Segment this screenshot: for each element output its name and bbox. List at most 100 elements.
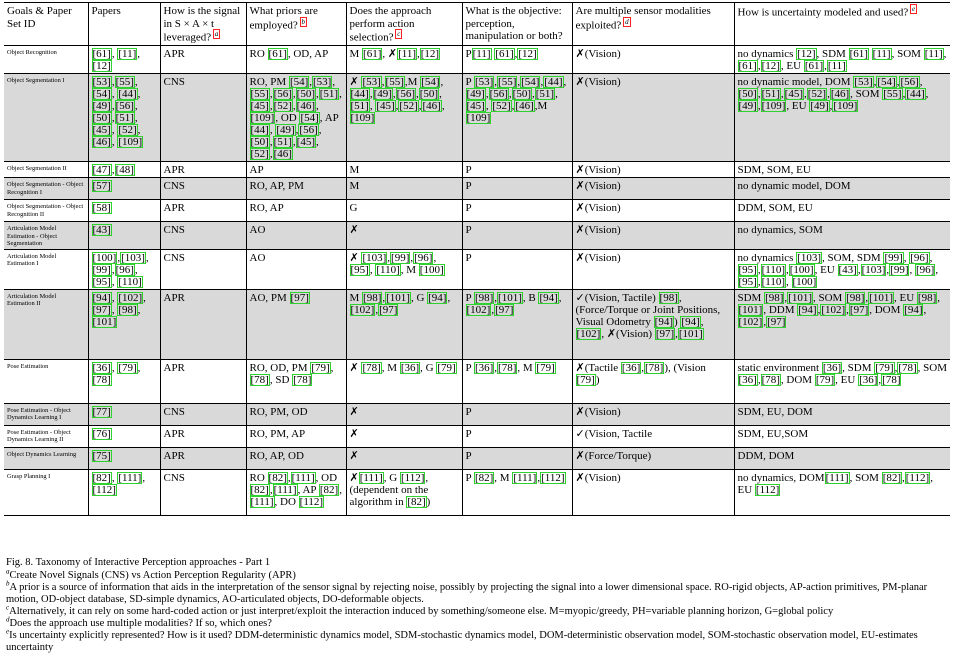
citation-link[interactable]: [94] — [91, 291, 112, 304]
citation-link[interactable]: [50] — [295, 88, 316, 101]
citation-link[interactable]: [11] — [871, 48, 892, 61]
citation-link[interactable]: [97] — [289, 291, 310, 304]
citation-link[interactable]: [97] — [654, 327, 676, 340]
citation-link[interactable]: [51] — [534, 88, 556, 101]
citation-link[interactable]: [110] — [375, 263, 401, 276]
citation-link[interactable]: [11] — [397, 48, 417, 61]
citation-link[interactable]: [96] — [909, 251, 930, 264]
citation-link[interactable]: [12] — [419, 48, 441, 61]
citation-link[interactable]: [101] — [787, 291, 813, 304]
citation-link[interactable]: [46] — [829, 88, 851, 101]
citation-link[interactable]: [51] — [114, 112, 135, 125]
citation-link[interactable]: [54] — [91, 88, 112, 101]
citation-link[interactable]: [97] — [378, 303, 399, 316]
citation-link[interactable]: [109] — [349, 112, 376, 125]
citation-link[interactable]: [111] — [249, 495, 275, 508]
citation-link[interactable]: [49] — [809, 100, 830, 113]
citation-link[interactable]: [44] — [349, 88, 370, 101]
citation-link[interactable]: [49] — [465, 88, 486, 101]
citation-link[interactable]: [58] — [91, 202, 112, 215]
citation-link[interactable]: [46] — [421, 100, 442, 113]
citation-link[interactable]: [98] — [117, 303, 138, 316]
citation-link[interactable]: [49] — [737, 100, 758, 113]
citation-link[interactable]: [95] — [349, 263, 370, 276]
citation-link[interactable]: [75] — [91, 449, 112, 462]
citation-link[interactable]: [99] — [91, 263, 112, 276]
citation-link[interactable]: [79] — [535, 361, 556, 374]
citation-link[interactable]: [82] — [406, 495, 427, 508]
citation-link[interactable]: [82] — [881, 471, 903, 484]
citation-link[interactable]: [101] — [737, 303, 764, 316]
citation-link[interactable]: [52] — [249, 148, 270, 161]
citation-link[interactable]: [112] — [754, 483, 781, 496]
citation-link[interactable]: [112] — [904, 471, 931, 484]
citation-link[interactable]: [79] — [117, 361, 138, 374]
citation-link[interactable]: [112] — [298, 495, 325, 508]
citation-link[interactable]: [78] — [497, 361, 518, 374]
citation-link[interactable]: [103] — [860, 263, 887, 276]
citation-link[interactable]: [61] — [267, 48, 288, 61]
citation-link[interactable]: [102] — [349, 303, 376, 316]
citation-link[interactable]: [55] — [114, 76, 135, 89]
citation-link[interactable]: [97] — [766, 315, 787, 328]
citation-link[interactable]: [94] — [538, 291, 559, 304]
citation-link[interactable]: [78] — [897, 361, 918, 374]
citation-link[interactable]: [100] — [788, 263, 815, 276]
citation-link[interactable]: [111] — [358, 471, 384, 484]
citation-link[interactable]: [82] — [318, 483, 340, 496]
citation-link[interactable]: [36] — [821, 361, 843, 374]
citation-link[interactable]: [109] — [249, 112, 276, 125]
citation-link[interactable]: [55] — [249, 88, 270, 101]
citation-link[interactable]: [56] — [395, 88, 416, 101]
citation-link[interactable]: [97] — [848, 303, 870, 316]
citation-link[interactable]: [54] — [299, 112, 320, 125]
citation-link[interactable]: [52] — [491, 100, 512, 113]
citation-link[interactable]: [61] — [848, 48, 869, 61]
citation-link[interactable]: [55] — [384, 76, 405, 89]
citation-link[interactable]: [100] — [418, 263, 445, 276]
citation-link[interactable]: [79] — [814, 373, 836, 386]
citation-link[interactable]: [49] — [91, 100, 112, 113]
citation-link[interactable]: [61] — [803, 60, 825, 73]
citation-link[interactable]: [98] — [362, 291, 383, 304]
citation-link[interactable]: [36] — [858, 373, 879, 386]
citation-link[interactable]: [78] — [643, 361, 665, 374]
citation-link[interactable]: [56] — [114, 100, 135, 113]
citation-link[interactable]: [46] — [514, 100, 535, 113]
citation-link[interactable]: [101] — [497, 291, 523, 304]
citation-link[interactable]: [79] — [874, 361, 895, 374]
citation-link[interactable]: [55] — [497, 76, 518, 89]
citation-link[interactable]: [44] — [117, 88, 138, 101]
citation-link[interactable]: [56] — [899, 76, 920, 89]
citation-link[interactable]: [36] — [737, 373, 758, 386]
citation-link[interactable]: [99] — [883, 251, 904, 264]
citation-link[interactable]: [11] — [117, 48, 138, 61]
citation-link[interactable]: [102] — [575, 327, 602, 340]
citation-link[interactable]: [12] — [796, 48, 817, 61]
citation-link[interactable]: [82] — [473, 471, 495, 484]
citation-link[interactable]: [49] — [372, 88, 393, 101]
citation-link[interactable]: [111] — [272, 483, 298, 496]
citation-link[interactable]: [44] — [543, 76, 564, 89]
citation-link[interactable]: [45] — [465, 100, 486, 113]
citation-link[interactable]: [98] — [658, 291, 679, 304]
citation-link[interactable]: [98] — [916, 291, 938, 304]
citation-link[interactable]: [78] — [361, 361, 382, 374]
citation-link[interactable]: [100] — [91, 251, 118, 264]
citation-link[interactable]: [43] — [837, 263, 858, 276]
citation-link[interactable]: [53] — [361, 76, 382, 89]
citation-link[interactable]: [56] — [272, 88, 293, 101]
citation-link[interactable]: [56] — [488, 88, 509, 101]
citation-link[interactable]: [103] — [120, 251, 146, 264]
citation-link[interactable]: [98] — [764, 291, 785, 304]
citation-link[interactable]: [95] — [737, 275, 758, 288]
citation-link[interactable]: [100] — [791, 275, 818, 288]
citation-link[interactable]: [94] — [653, 315, 674, 328]
citation-link[interactable]: [110] — [117, 275, 143, 288]
citation-link[interactable]: [79] — [436, 361, 457, 374]
citation-link[interactable]: [96] — [114, 263, 135, 276]
citation-link[interactable]: [77] — [91, 405, 112, 418]
citation-link[interactable]: [43] — [91, 224, 112, 237]
citation-link[interactable]: [96] — [413, 251, 434, 264]
citation-link[interactable]: [36] — [91, 361, 112, 374]
